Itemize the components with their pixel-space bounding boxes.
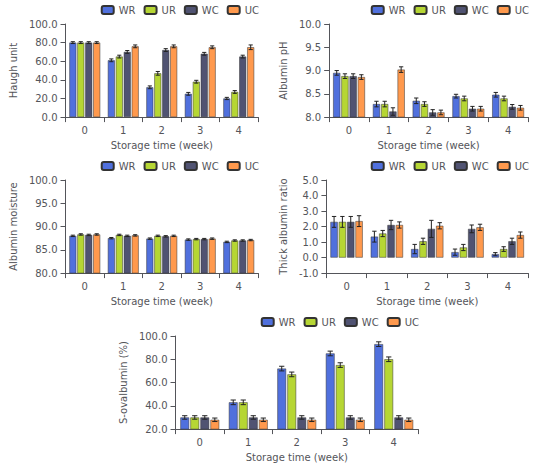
svg-text:0.0: 0.0 [42, 112, 58, 123]
svg-text:2: 2 [425, 125, 431, 136]
svg-text:WC: WC [202, 161, 219, 172]
svg-text:1: 1 [245, 437, 251, 448]
svg-text:4: 4 [391, 437, 397, 448]
svg-text:WR: WR [119, 5, 136, 16]
svg-text:8.5: 8.5 [305, 88, 321, 99]
svg-text:Storage time (week): Storage time (week) [246, 452, 348, 463]
svg-text:2.0: 2.0 [303, 221, 319, 232]
svg-text:4.0: 4.0 [303, 190, 319, 201]
svg-text:0: 0 [346, 125, 352, 136]
svg-text:8.0: 8.0 [305, 112, 321, 123]
svg-text:UC: UC [245, 5, 259, 16]
svg-text:WR: WR [389, 5, 406, 16]
svg-text:100.0: 100.0 [139, 331, 168, 342]
svg-text:100.0: 100.0 [29, 175, 58, 186]
svg-text:90.0: 90.0 [35, 221, 57, 232]
svg-text:2: 2 [159, 125, 165, 136]
svg-text:0: 0 [343, 281, 349, 292]
svg-text:2: 2 [294, 437, 300, 448]
svg-text:Storage time (week): Storage time (week) [111, 140, 213, 151]
svg-text:UC: UC [515, 161, 529, 172]
svg-text:Albumin pH: Albumin pH [278, 41, 289, 99]
svg-text:WR: WR [119, 161, 136, 172]
svg-text:9.5: 9.5 [305, 42, 321, 53]
svg-text:80.0: 80.0 [35, 37, 57, 48]
svg-text:0: 0 [82, 281, 88, 292]
svg-text:UC: UC [405, 317, 419, 328]
svg-text:1: 1 [386, 125, 392, 136]
svg-text:4: 4 [236, 281, 242, 292]
svg-text:1: 1 [384, 281, 390, 292]
svg-text:20.0: 20.0 [145, 424, 167, 435]
svg-text:5.0: 5.0 [303, 175, 319, 186]
svg-text:60.0: 60.0 [145, 377, 167, 388]
svg-text:WR: WR [389, 161, 406, 172]
svg-text:1: 1 [120, 281, 126, 292]
svg-text:0: 0 [197, 437, 203, 448]
svg-text:40.0: 40.0 [35, 74, 57, 85]
svg-text:2: 2 [424, 281, 430, 292]
svg-text:85.0: 85.0 [35, 244, 57, 255]
svg-text:WC: WC [362, 317, 379, 328]
svg-text:3: 3 [197, 125, 203, 136]
svg-text:0.0: 0.0 [303, 252, 319, 263]
svg-text:1.0: 1.0 [303, 237, 319, 248]
svg-text:3: 3 [197, 281, 203, 292]
svg-text:UR: UR [432, 161, 446, 172]
svg-text:20.0: 20.0 [35, 93, 57, 104]
svg-text:4: 4 [505, 281, 511, 292]
svg-text:40.0: 40.0 [145, 400, 167, 411]
svg-text:S-ovalbumin (%): S-ovalbumin (%) [118, 341, 129, 424]
svg-text:WR: WR [279, 317, 296, 328]
svg-text:UR: UR [162, 161, 176, 172]
svg-text:3: 3 [464, 281, 470, 292]
svg-text:4: 4 [505, 125, 511, 136]
svg-text:2: 2 [159, 281, 165, 292]
svg-text:4: 4 [236, 125, 242, 136]
svg-text:UR: UR [322, 317, 336, 328]
svg-text:Haugh unit: Haugh unit [8, 43, 19, 98]
svg-text:3: 3 [342, 437, 348, 448]
svg-text:60.0: 60.0 [35, 56, 57, 67]
svg-text:Storage time (week): Storage time (week) [376, 296, 478, 307]
svg-text:80.0: 80.0 [145, 354, 167, 365]
svg-text:95.0: 95.0 [35, 198, 57, 209]
svg-text:UR: UR [432, 5, 446, 16]
svg-text:-1.0: -1.0 [299, 268, 319, 279]
svg-text:Storage time (week): Storage time (week) [378, 140, 480, 151]
svg-text:3.0: 3.0 [303, 206, 319, 217]
svg-text:UC: UC [245, 161, 259, 172]
svg-text:0: 0 [82, 125, 88, 136]
svg-text:WC: WC [472, 5, 489, 16]
svg-text:Albumin moisture: Albumin moisture [8, 182, 19, 270]
svg-text:UR: UR [162, 5, 176, 16]
svg-text:UC: UC [515, 5, 529, 16]
svg-text:WC: WC [472, 161, 489, 172]
svg-text:9.0: 9.0 [305, 65, 321, 76]
svg-text:1: 1 [120, 125, 126, 136]
svg-text:3: 3 [465, 125, 471, 136]
svg-text:80.0: 80.0 [35, 268, 57, 279]
svg-text:Storage time (week): Storage time (week) [111, 296, 213, 307]
svg-text:WC: WC [202, 5, 219, 16]
svg-text:10.0: 10.0 [299, 19, 321, 30]
svg-text:Thick albumin ratio: Thick albumin ratio [278, 178, 289, 275]
svg-text:100.0: 100.0 [29, 19, 58, 30]
